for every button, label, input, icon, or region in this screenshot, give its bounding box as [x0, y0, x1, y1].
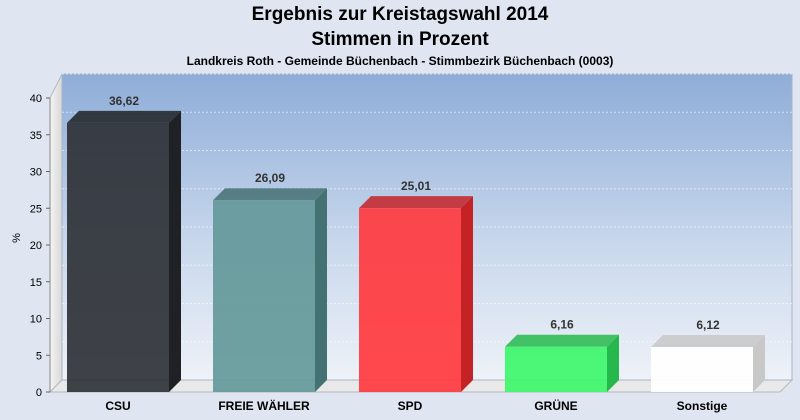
data-label: 6,16 [550, 318, 574, 332]
bar-side [607, 334, 619, 392]
bar: 25,01 [359, 179, 473, 392]
x-tick-label: Sonstige [677, 399, 728, 413]
y-tick-label: 40 [30, 93, 42, 105]
chart-subtitle: Landkreis Roth - Gemeinde Büchenbach - S… [186, 54, 614, 68]
y-tick-label: 15 [30, 277, 42, 289]
y-tick-label: 10 [30, 314, 42, 326]
bar: 36,62 [67, 94, 181, 392]
y-tick-label: 5 [36, 350, 42, 362]
bar-top [651, 335, 765, 348]
bar-side [169, 110, 181, 392]
bar-top [505, 334, 619, 347]
bar-side [461, 196, 473, 392]
bar: 6,16 [505, 318, 619, 392]
bar-front [67, 122, 169, 392]
data-label: 36,62 [109, 94, 139, 108]
chart-title: Ergebnis zur Kreistagswahl 2014 [251, 4, 549, 25]
y-axis-label: % [11, 233, 23, 243]
x-tick-label: SPD [398, 399, 423, 413]
data-label: 6,12 [696, 318, 720, 332]
y-tick-label: 30 [30, 167, 42, 179]
chart-title-line2: Stimmen in Prozent [311, 29, 489, 50]
bar-front [505, 346, 607, 392]
bar-front [651, 347, 753, 392]
bar-front [213, 200, 315, 392]
bar-side [753, 335, 765, 392]
x-axis: CSU FREIE WÄHLER SPD GRÜNE Sonstige [105, 398, 727, 413]
y-tick-label: 35 [30, 130, 42, 142]
x-tick-label: CSU [105, 399, 130, 413]
y-tick-label: 25 [30, 203, 42, 215]
data-label: 26,09 [255, 171, 285, 185]
x-tick-label: GRÜNE [534, 398, 577, 413]
bar-front [359, 208, 461, 392]
y-tick-label: 20 [30, 240, 42, 252]
bar-side [315, 188, 327, 392]
bar: 26,09 [213, 171, 327, 392]
bar: 6,12 [651, 318, 765, 392]
y-tick-label: 0 [36, 387, 42, 399]
plot-left-wall [49, 73, 63, 394]
data-label: 25,01 [401, 179, 431, 193]
bar-top [359, 196, 473, 209]
x-tick-label: FREIE WÄHLER [218, 398, 310, 413]
y-axis: 0 5 10 15 20 25 30 35 40% [11, 93, 51, 399]
bars: 36,62 26,09 25,01 6,16 6,12 [67, 94, 765, 392]
bar-top [213, 188, 327, 201]
bar-top [67, 110, 181, 123]
